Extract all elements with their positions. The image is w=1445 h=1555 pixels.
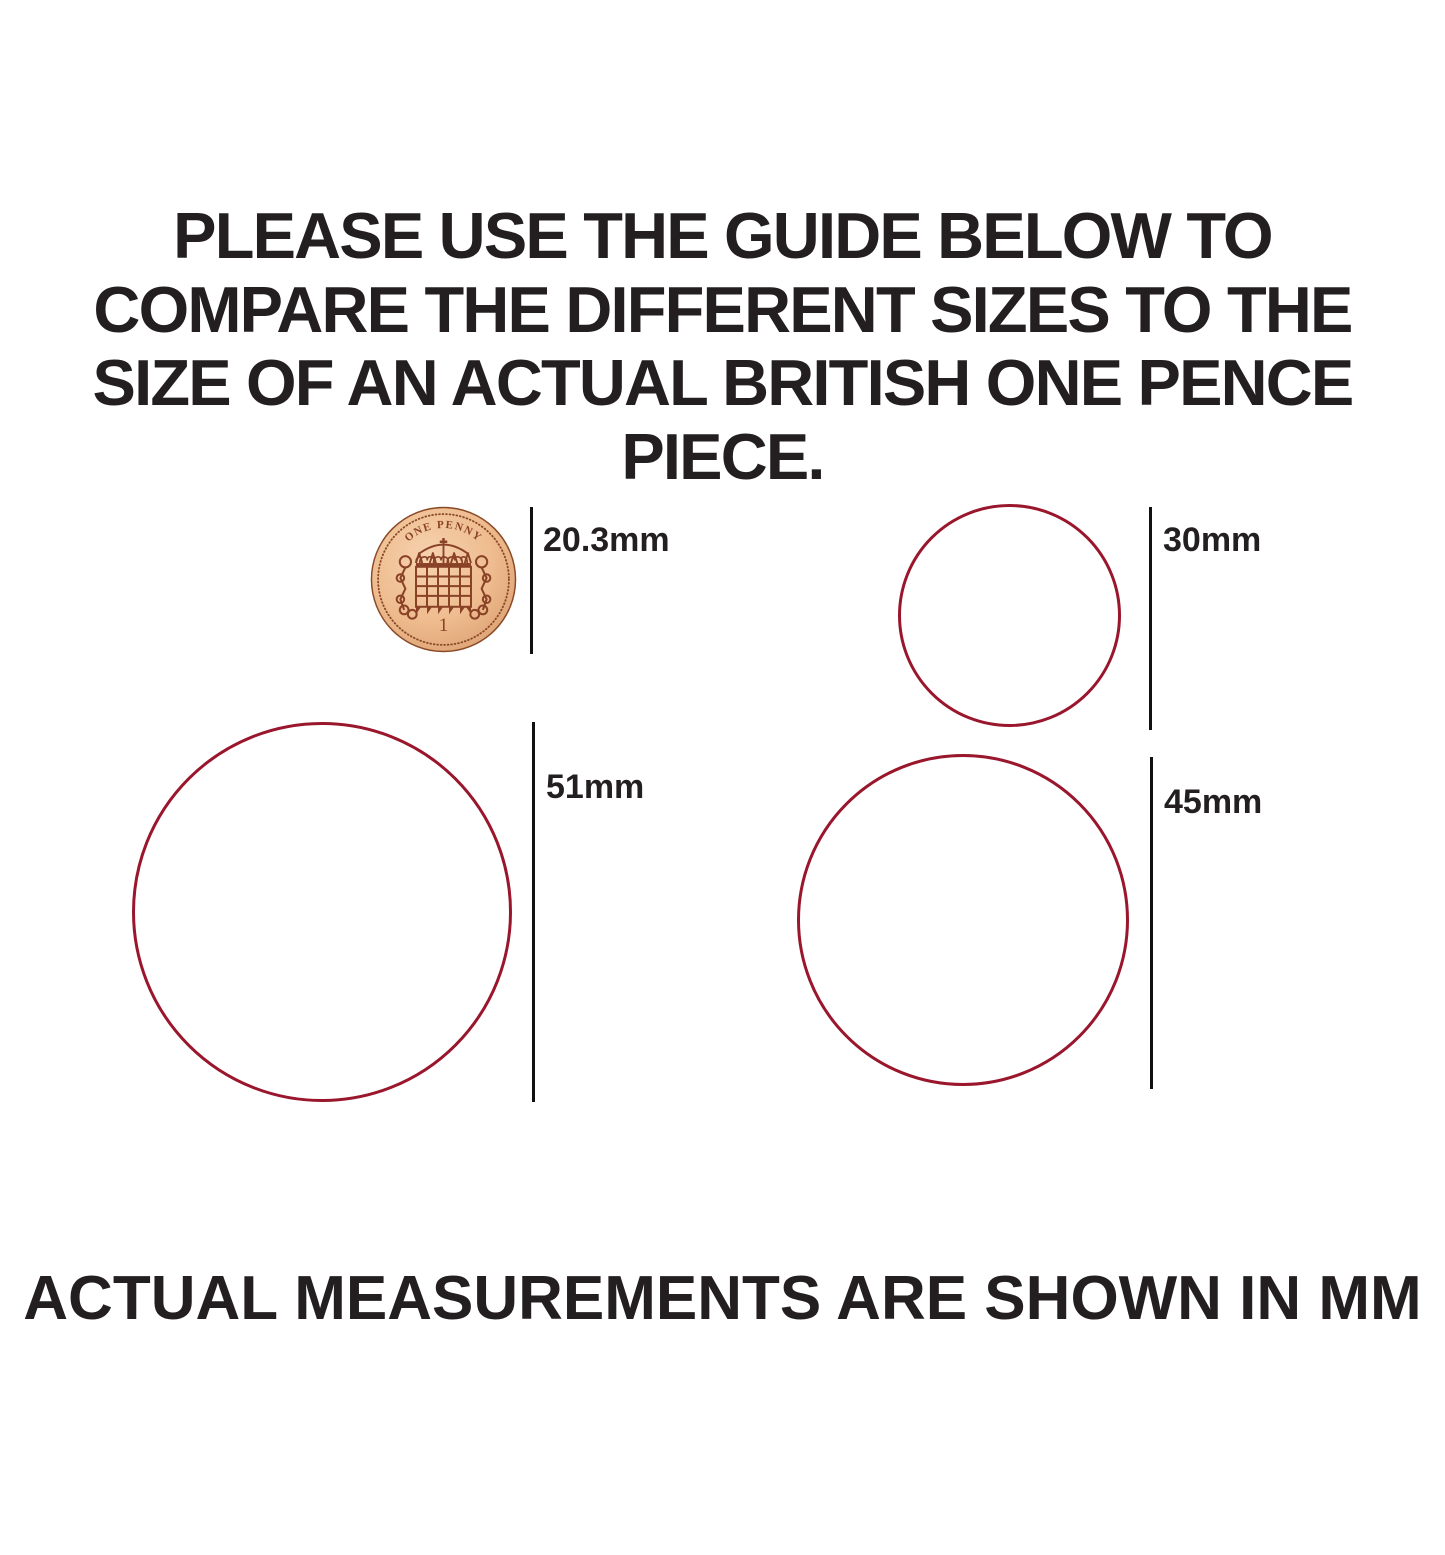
svg-text:1: 1 <box>439 615 449 636</box>
